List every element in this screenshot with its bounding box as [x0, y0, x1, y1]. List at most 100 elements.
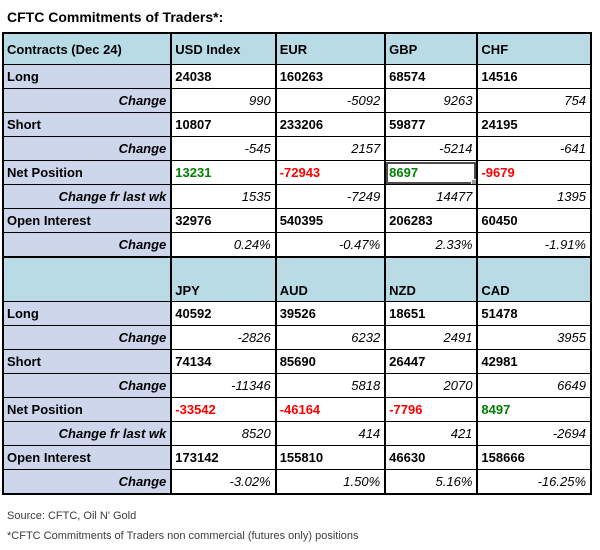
row-label-change-fr-last-wk: Change fr last wk	[1, 421, 173, 446]
cell-long-nzd: 18651	[384, 301, 479, 326]
cell-net-aud: -46164	[274, 397, 387, 422]
row-label-open-interest: Open Interest	[1, 445, 173, 470]
cell-short-change-chf: -641	[476, 136, 592, 161]
cot-table: Contracts (Dec 24) USD Index EUR GBP CHF…	[1, 32, 592, 495]
cell-oi-gbp: 206283	[384, 208, 479, 233]
cell-short-change-cad: 6649	[476, 373, 592, 398]
row-label-change: Change	[1, 469, 173, 495]
cell-oi-cad: 158666	[476, 445, 592, 470]
table-row-oi-change: Change -3.02% 1.50% 5.16% -16.25%	[1, 469, 592, 495]
cell-long-change-usd: 990	[170, 88, 277, 113]
table-row-long: Long 24038 160263 68574 14516	[1, 64, 592, 89]
cell-short-change-usd: -545	[170, 136, 277, 161]
cell-short-change-eur: 2157	[274, 136, 387, 161]
cell-oi-change-gbp: 2.33%	[384, 232, 479, 258]
section2-corner-blank	[1, 256, 173, 302]
section1-corner-label: Contracts (Dec 24)	[1, 32, 173, 65]
row-label-long: Long	[1, 64, 173, 89]
cell-net-change-aud: 414	[274, 421, 387, 446]
cell-oi-jpy: 173142	[170, 445, 277, 470]
cell-short-usd: 10807	[170, 112, 277, 137]
table-row-oi-change: Change 0.24% -0.47% 2.33% -1.91%	[1, 232, 592, 258]
row-label-change: Change	[1, 88, 173, 113]
cell-short-change-gbp: -5214	[384, 136, 479, 161]
row-label-change: Change	[1, 373, 173, 398]
cell-net-usd: 13231	[170, 160, 277, 185]
cell-long-change-cad: 3955	[476, 325, 592, 350]
row-label-short: Short	[1, 112, 173, 137]
cell-net-change-chf: 1395	[476, 184, 592, 209]
table-row-net-position: Net Position 13231 -72943 8697 -9679	[1, 160, 592, 185]
table-row-short: Short 74134 85690 26447 42981	[1, 349, 592, 374]
cell-short-chf: 24195	[476, 112, 592, 137]
section1-header-row: Contracts (Dec 24) USD Index EUR GBP CHF	[1, 32, 592, 65]
col-header-usd-index: USD Index	[170, 32, 277, 65]
col-header-cad: CAD	[476, 256, 592, 302]
table-row-long-change: Change 990 -5092 9263 754	[1, 88, 592, 113]
cell-net-change-cad: -2694	[476, 421, 592, 446]
cell-short-jpy: 74134	[170, 349, 277, 374]
cell-long-usd: 24038	[170, 64, 277, 89]
cell-oi-change-chf: -1.91%	[476, 232, 592, 258]
cell-long-change-eur: -5092	[274, 88, 387, 113]
selected-cell-net-gbp[interactable]: 8697	[384, 160, 479, 185]
cell-net-change-jpy: 8520	[170, 421, 277, 446]
cell-long-eur: 160263	[274, 64, 387, 89]
cell-oi-nzd: 46630	[384, 445, 479, 470]
cell-long-change-chf: 754	[476, 88, 592, 113]
cell-long-cad: 51478	[476, 301, 592, 326]
table-row-net-change: Change fr last wk 8520 414 421 -2694	[1, 421, 592, 446]
cell-oi-change-usd: 0.24%	[170, 232, 277, 258]
cell-net-cad: 8497	[476, 397, 592, 422]
cell-oi-aud: 155810	[274, 445, 387, 470]
row-label-change: Change	[1, 232, 173, 258]
col-header-chf: CHF	[476, 32, 592, 65]
cell-net-nzd: -7796	[384, 397, 479, 422]
cell-short-nzd: 26447	[384, 349, 479, 374]
row-label-long: Long	[1, 301, 173, 326]
cell-long-change-jpy: -2826	[170, 325, 277, 350]
cell-oi-change-eur: -0.47%	[274, 232, 387, 258]
cell-oi-change-nzd: 5.16%	[384, 469, 479, 495]
row-label-short: Short	[1, 349, 173, 374]
cell-oi-eur: 540395	[274, 208, 387, 233]
cell-oi-change-aud: 1.50%	[274, 469, 387, 495]
table-row-open-interest: Open Interest 32976 540395 206283 60450	[1, 208, 592, 233]
table-row-short-change: Change -11346 5818 2070 6649	[1, 373, 592, 398]
table-row-long: Long 40592 39526 18651 51478	[1, 301, 592, 326]
cell-net-eur: -72943	[274, 160, 387, 185]
col-header-nzd: NZD	[384, 256, 479, 302]
col-header-gbp: GBP	[384, 32, 479, 65]
table-row-open-interest: Open Interest 173142 155810 46630 158666	[1, 445, 592, 470]
col-header-aud: AUD	[274, 256, 387, 302]
col-header-jpy: JPY	[170, 256, 277, 302]
cell-long-jpy: 40592	[170, 301, 277, 326]
cell-net-change-usd: 1535	[170, 184, 277, 209]
cell-short-change-nzd: 2070	[384, 373, 479, 398]
cell-long-chf: 14516	[476, 64, 592, 89]
row-label-change-fr-last-wk: Change fr last wk	[1, 184, 173, 209]
cell-long-change-nzd: 2491	[384, 325, 479, 350]
cell-short-eur: 233206	[274, 112, 387, 137]
table-row-net-position: Net Position -33542 -46164 -7796 8497	[1, 397, 592, 422]
cell-short-cad: 42981	[476, 349, 592, 374]
row-label-open-interest: Open Interest	[1, 208, 173, 233]
cell-short-change-jpy: -11346	[170, 373, 277, 398]
table-row-short-change: Change -545 2157 -5214 -641	[1, 136, 592, 161]
cell-net-change-eur: -7249	[274, 184, 387, 209]
cell-short-aud: 85690	[274, 349, 387, 374]
cell-oi-change-jpy: -3.02%	[170, 469, 277, 495]
asterisk-note: *CFTC Commitments of Traders non commerc…	[7, 530, 359, 542]
cell-short-change-aud: 5818	[274, 373, 387, 398]
cell-long-change-gbp: 9263	[384, 88, 479, 113]
table-row-net-change: Change fr last wk 1535 -7249 14477 1395	[1, 184, 592, 209]
table-row-short: Short 10807 233206 59877 24195	[1, 112, 592, 137]
page-title: CFTC Commitments of Traders*:	[7, 9, 224, 25]
cell-long-gbp: 68574	[384, 64, 479, 89]
row-label-net-position: Net Position	[1, 160, 173, 185]
cell-net-change-gbp: 14477	[384, 184, 479, 209]
cell-net-change-nzd: 421	[384, 421, 479, 446]
source-note: Source: CFTC, Oil N' Gold	[7, 510, 137, 522]
footer: Source: CFTC, Oil N' Gold *CFTC Commitme…	[7, 510, 600, 542]
